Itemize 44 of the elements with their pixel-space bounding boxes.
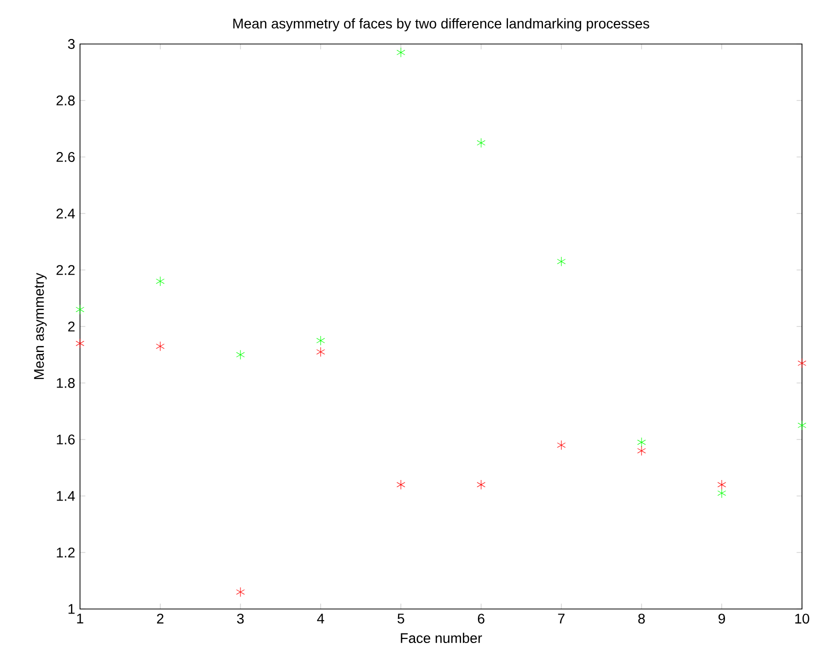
point — [396, 48, 406, 58]
point — [156, 341, 165, 352]
y-tick-label: 2.4 — [56, 208, 75, 218]
point — [798, 420, 806, 430]
point — [76, 338, 84, 348]
y-tick-label: 1.4 — [56, 491, 75, 501]
y-tick-label: 1.8 — [56, 378, 75, 388]
point — [717, 480, 726, 490]
point — [476, 138, 486, 148]
point — [76, 304, 84, 314]
point — [316, 336, 325, 346]
x-tick-label: 9 — [718, 614, 725, 624]
y-tick-label: 2 — [68, 322, 75, 332]
point — [557, 256, 566, 266]
x-tick-label: 10 — [795, 614, 810, 624]
y-tick-label: 3 — [68, 39, 75, 49]
y-tick-label: 1.2 — [56, 548, 75, 558]
point — [316, 346, 325, 357]
point — [637, 437, 646, 448]
y-tick-label: 2.6 — [56, 152, 75, 162]
point — [557, 440, 566, 450]
y-tick-label: 2.2 — [56, 265, 75, 275]
x-tick-label: 7 — [558, 614, 564, 624]
x-tick-label: 6 — [478, 614, 484, 624]
point — [156, 276, 165, 286]
y-tick-label: 1.6 — [56, 434, 75, 444]
x-tick-label: 8 — [638, 614, 645, 624]
point — [476, 480, 486, 490]
point — [637, 446, 646, 456]
point — [717, 488, 726, 498]
x-tick-label: 4 — [317, 614, 324, 624]
x-tick-label: 3 — [237, 614, 244, 624]
point — [396, 480, 406, 490]
x-tick-label: 2 — [157, 614, 164, 624]
point — [236, 350, 245, 360]
x-tick-label: 5 — [398, 614, 404, 624]
x-tick-label: 1 — [77, 614, 84, 624]
point — [798, 358, 806, 368]
chart-title: Mean asymmetry of faces by two difference landmarking processes — [233, 18, 650, 32]
point — [236, 587, 245, 597]
y-tick-label: 2.8 — [56, 96, 75, 106]
y-axis-title: Mean asymmetry — [34, 272, 47, 380]
y-tick-label: 1 — [68, 604, 75, 614]
x-axis-title: Face number — [400, 632, 482, 644]
